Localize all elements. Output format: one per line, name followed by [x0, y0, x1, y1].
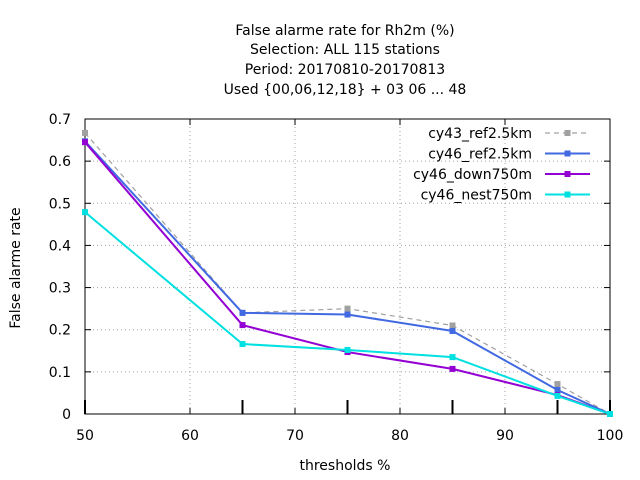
- series-cy46_ref2.5km: [82, 138, 613, 417]
- series-line: [84, 140, 611, 415]
- title-line-3: Period: 20170810-20170813: [245, 62, 445, 78]
- data-point: [449, 327, 456, 334]
- x-tick-label: 80: [391, 428, 409, 444]
- y-tick-label: 0.6: [49, 154, 71, 170]
- legend-marker: [564, 150, 571, 157]
- legend-item: cy43_ref2.5km: [428, 126, 590, 142]
- legend-item: cy46_ref2.5km: [428, 147, 590, 163]
- data-point: [554, 381, 561, 388]
- legend-item: cy46_down750m: [413, 167, 590, 183]
- legend-marker: [564, 191, 571, 198]
- data-point: [82, 209, 88, 216]
- y-axis-ticks: 0 0.1 0.2 0.3 0.4 0.5 0.6 0.7: [49, 112, 610, 423]
- data-point: [449, 354, 456, 361]
- data-point: [239, 309, 246, 316]
- series-layer: [82, 129, 613, 417]
- y-tick-label: 0.1: [49, 365, 71, 381]
- y-axis-label: False alarme rate: [8, 207, 24, 328]
- y-tick-label: 0.4: [49, 238, 71, 254]
- y-tick-label: 0.3: [49, 281, 71, 297]
- legend-label: cy46_ref2.5km: [428, 147, 532, 163]
- data-point: [344, 305, 351, 312]
- data-point: [82, 129, 88, 136]
- legend: cy43_ref2.5km cy46_ref2.5km cy46_down750mc…: [413, 126, 590, 204]
- series-cy43_ref2.5km: [82, 129, 613, 417]
- x-axis-ticks: 50 60 70 80 90 100: [76, 119, 623, 444]
- data-point: [239, 341, 246, 348]
- x-tick-label: 70: [286, 428, 304, 444]
- data-point: [344, 311, 351, 318]
- x-axis-label: thresholds %: [300, 458, 391, 474]
- title-line-2: Selection: ALL 115 stations: [250, 42, 440, 58]
- series-line: [84, 211, 611, 415]
- data-point: [607, 411, 613, 417]
- plot-frame: [84, 118, 611, 415]
- legend-label: cy46_nest750m: [421, 188, 532, 204]
- title-line-1: False alarme rate for Rh2m (%): [235, 23, 454, 39]
- chart-title: False alarme rate for Rh2m (%) Selection…: [224, 23, 467, 98]
- x-tick-label: 60: [181, 428, 199, 444]
- data-point: [449, 365, 456, 372]
- data-point: [239, 322, 246, 329]
- series-cy46_nest750m: [82, 209, 613, 417]
- legend-marker: [564, 171, 571, 177]
- y-tick-label: 0: [62, 407, 71, 423]
- x-tick-label: 90: [496, 428, 514, 444]
- data-point: [82, 139, 88, 146]
- x-tick-label: 100: [597, 428, 624, 444]
- y-tick-label: 0.7: [49, 112, 71, 128]
- legend-label: cy43_ref2.5km: [428, 126, 532, 142]
- threshold-markers: [84, 400, 611, 414]
- y-tick-label: 0.5: [49, 196, 71, 212]
- title-line-4: Used {00,06,12,18} + 03 06 ... 48: [224, 82, 467, 98]
- data-point: [344, 346, 351, 353]
- legend-label: cy46_down750m: [413, 167, 532, 183]
- data-point: [554, 386, 561, 393]
- legend-item: cy46_nest750m: [421, 188, 590, 204]
- data-point: [554, 392, 561, 399]
- data-point: [449, 322, 456, 329]
- y-tick-label: 0.2: [49, 323, 71, 339]
- legend-marker: [564, 130, 571, 136]
- x-tick-label: 50: [76, 428, 94, 444]
